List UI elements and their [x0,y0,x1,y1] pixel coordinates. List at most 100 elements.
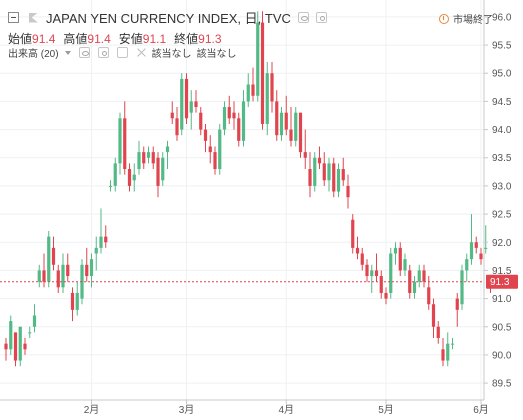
candle-body [104,236,108,243]
candle [275,90,279,141]
candle [165,140,170,170]
candle-body [289,129,293,141]
candle-body [384,292,388,299]
y-tick-label: 90.0 [492,350,512,361]
candle-body [279,112,284,136]
candle [270,61,274,113]
candle [85,247,89,282]
clock-icon [439,13,449,24]
price-axis-ticks[interactable]: 89.5 90.0 90.5 91.0 91.5 92.0 92.5 93.0 93.5 94.0… [484,12,512,390]
candle [51,236,56,271]
candle [265,61,269,136]
candle [37,264,41,288]
candle [370,264,374,293]
candle [189,90,193,130]
candle [422,264,426,288]
candle-body [13,332,18,361]
candle [389,247,393,299]
candle [484,225,488,254]
candle [161,152,165,186]
chevron-down-icon[interactable] [64,50,71,55]
candle [450,338,455,350]
collapse-icon[interactable] [8,12,19,23]
candle [56,264,60,293]
volume-label[interactable]: 出来高 (20) [8,49,59,60]
candle [317,146,322,170]
candle-body [194,101,198,108]
candle-body [389,253,393,293]
candle-body [156,157,160,186]
candle [431,298,436,339]
candle-body [18,326,22,361]
y-tick-label: 89.5 [492,379,512,390]
candle-body [317,157,322,164]
candle-body [199,112,203,130]
candle [251,67,255,102]
candle-body [256,22,260,96]
candle-body [298,112,303,153]
candle [170,101,174,124]
candle-body [355,247,360,254]
candle-body [165,146,170,153]
candle [61,253,65,293]
candle-body [322,163,326,181]
volume-value-2: 該当なし [196,49,237,60]
candle [256,11,260,102]
candle-body [474,242,478,248]
candle-body [450,343,455,345]
candle [123,101,127,175]
volume-settings-icon[interactable] [97,47,109,58]
candle-body [127,169,132,186]
candle [32,304,37,333]
candle-body [61,264,65,288]
candle-body [374,270,379,277]
candle [284,95,288,136]
volume-source-icon[interactable] [116,47,128,58]
low-value: 91.1 [142,32,167,46]
market-status: 市場終了 [439,11,493,26]
candle [89,253,94,288]
candle-body [213,152,217,170]
candle-body [422,270,426,282]
candle-body [37,270,41,282]
candle-body [184,78,189,119]
candle-body [403,259,407,271]
low-item: 安値91.1 [119,30,166,47]
candle-body [332,163,336,192]
y-tick-label: 90.5 [492,322,512,333]
candle-body [360,253,364,265]
flag-icon[interactable] [29,12,38,23]
candle-body [32,315,37,327]
candle [341,157,345,186]
candle [203,123,208,153]
x-tick-label: 4月 [278,404,294,416]
candle-body [123,118,127,170]
candle-body [427,287,431,305]
candle-body [94,247,98,254]
close-label: 終値 [174,32,199,46]
volume-visibility-icon[interactable] [78,47,90,58]
candle [327,157,331,192]
candle [132,163,136,192]
candle [75,281,79,316]
candle-body [203,129,208,141]
candle [146,146,151,164]
x-tick-label: 3月 [179,404,195,416]
candle-body [51,247,56,265]
visibility-icon[interactable] [297,12,309,23]
candle [184,73,189,124]
candle [374,253,379,282]
candle [9,315,13,355]
open-item: 始値91.4 [8,30,55,47]
close-icon[interactable] [136,47,147,58]
y-tick-label: 92.5 [492,210,512,221]
candle [403,253,407,277]
high-item: 高値91.4 [63,30,110,47]
candle [99,208,103,254]
y-tick-label: 92.0 [492,238,512,249]
time-axis-ticks[interactable]: 2月 3月 4月 5月 6月 [84,400,489,416]
candle [137,140,141,175]
candle [365,259,369,282]
settings-icon[interactable] [315,12,327,23]
